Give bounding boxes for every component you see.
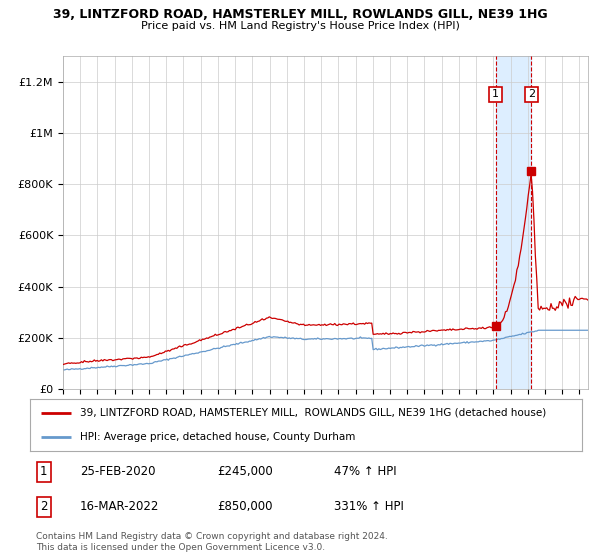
Text: 25-FEB-2020: 25-FEB-2020 <box>80 465 155 478</box>
Bar <box>496 56 532 389</box>
Text: HPI: Average price, detached house, County Durham: HPI: Average price, detached house, Coun… <box>80 432 355 442</box>
Text: 39, LINTZFORD ROAD, HAMSTERLEY MILL, ROWLANDS GILL, NE39 1HG: 39, LINTZFORD ROAD, HAMSTERLEY MILL, ROW… <box>53 8 547 21</box>
Text: 331% ↑ HPI: 331% ↑ HPI <box>334 500 403 514</box>
Text: 2: 2 <box>40 500 47 514</box>
Text: 1: 1 <box>40 465 47 478</box>
Text: 16-MAR-2022: 16-MAR-2022 <box>80 500 159 514</box>
Text: 39, LINTZFORD ROAD, HAMSTERLEY MILL,  ROWLANDS GILL, NE39 1HG (detached house): 39, LINTZFORD ROAD, HAMSTERLEY MILL, ROW… <box>80 408 546 418</box>
Text: £245,000: £245,000 <box>218 465 274 478</box>
Text: 47% ↑ HPI: 47% ↑ HPI <box>334 465 396 478</box>
Text: 2: 2 <box>528 90 535 100</box>
Text: Contains HM Land Registry data © Crown copyright and database right 2024.: Contains HM Land Registry data © Crown c… <box>36 532 388 541</box>
Text: 1: 1 <box>492 90 499 100</box>
Text: Price paid vs. HM Land Registry's House Price Index (HPI): Price paid vs. HM Land Registry's House … <box>140 21 460 31</box>
Text: This data is licensed under the Open Government Licence v3.0.: This data is licensed under the Open Gov… <box>36 543 325 552</box>
Text: £850,000: £850,000 <box>218 500 273 514</box>
